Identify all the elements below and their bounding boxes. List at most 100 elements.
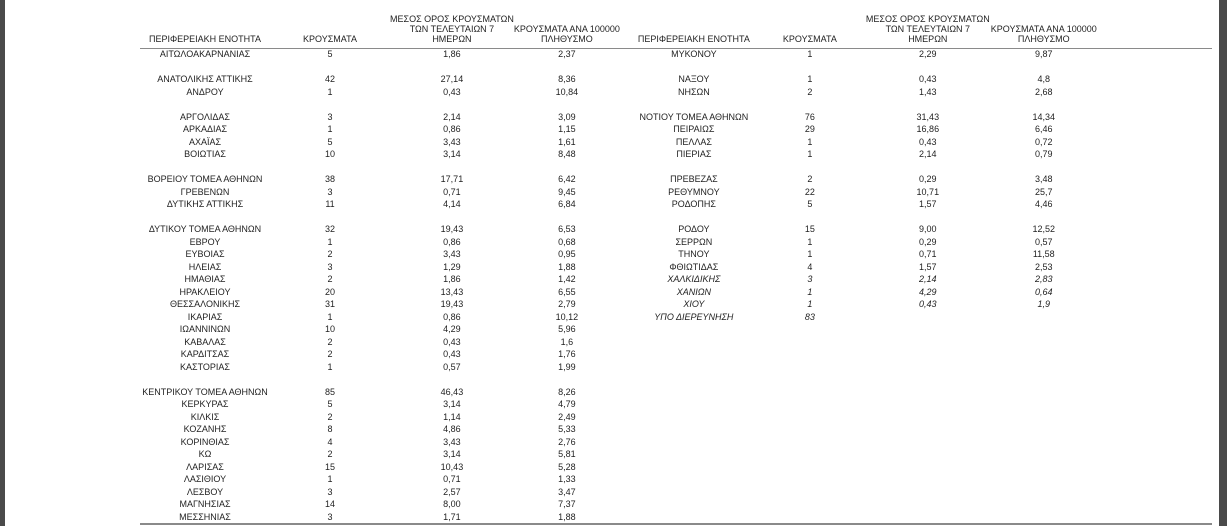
avg7-cell: 0,43	[919, 299, 937, 309]
table-row: ΚΙΛΚΙΣ 2 1,14 2,49	[140, 411, 620, 424]
cases-cell: 20	[324, 286, 335, 297]
per100k-cell	[990, 61, 1098, 74]
region-cell	[634, 161, 754, 174]
per100k-cell: 2,79	[558, 299, 576, 309]
region-cell: ΧΑΛΚΙΔΙΚΗΣ	[667, 274, 721, 284]
cases-column-label: ΚΡΟΥΣΜΑΤΑ	[782, 34, 837, 44]
region-cell	[140, 98, 270, 111]
avg7-column-header: ΜΕΣΟΣ ΟΡΟΣ ΚΡΟΥΣΜΑΤΩΝ ΤΩΝ ΤΕΛΕΥΤΑΙΩΝ 7 Η…	[390, 14, 514, 44]
table-row: ΒΟΡΕΙΟΥ ΤΟΜΕΑ ΑΘΗΝΩΝ 38 17,71 6,42	[140, 173, 620, 186]
avg7-cell	[866, 211, 990, 224]
per100k-cell: 2,76	[558, 436, 576, 447]
table-row: ΦΘΙΩΤΙΔΑΣ 4 1,57 2,53	[634, 261, 1098, 274]
region-cell: ΝΗΣΩΝ	[677, 86, 710, 97]
per100k-cell: 14,34	[1032, 111, 1056, 122]
cases-cell: 32	[324, 224, 335, 234]
region-cell: ΑΧΑΪΑΣ	[188, 136, 222, 147]
avg7-cell: 0,29	[919, 236, 937, 247]
cases-cell: 1	[807, 136, 813, 147]
table-row: ΧΙΟΥ 1 0,43 1,9	[634, 298, 1098, 311]
region-cell: ΘΕΣΣΑΛΟΝΙΚΗΣ	[169, 299, 241, 309]
avg7-cell: 17,71	[440, 174, 464, 184]
per100k-cell: 3,09	[558, 111, 576, 122]
cases-cell	[270, 161, 390, 174]
table-header: ΠΕΡΙΦΕΡΕΙΑΚΗ ΕΝΟΤΗΤΑ ΚΡΟΥΣΜΑΤΑ ΜΕΣΟΣ ΟΡΟ…	[634, 6, 1098, 48]
avg7-cell: 19,43	[440, 299, 464, 309]
per100k-cell: 0,57	[1034, 236, 1053, 247]
per100k-cell: 1,15	[558, 124, 576, 134]
avg7-cell: 3,14	[443, 399, 461, 409]
avg7-cell	[390, 98, 514, 111]
per100k-cell: 2,49	[558, 411, 576, 422]
per100k-cell: 2,37	[558, 49, 576, 59]
table-row: ΚΕΝΤΡΙΚΟΥ ΤΟΜΕΑ ΑΘΗΝΩΝ 85 46,43 8,26	[140, 386, 620, 399]
table-row: ΑΝΔΡΟΥ 1 0,43 10,84	[140, 86, 620, 99]
per100k-cell: 12,52	[1032, 224, 1056, 234]
region-cell: ΚΟΡΙΝΘΙΑΣ	[180, 436, 230, 447]
per100k-cell	[514, 211, 620, 224]
cases-cell: 2	[327, 411, 333, 422]
per100k-cell	[990, 211, 1098, 224]
avg7-cell: 3,43	[443, 136, 461, 147]
regional-cases-table-left: ΠΕΡΙΦΕΡΕΙΑΚΗ ΕΝΟΤΗΤΑ ΚΡΟΥΣΜΑΤΑ ΜΕΣΟΣ ΟΡΟ…	[140, 6, 620, 523]
per100k-cell	[514, 373, 620, 386]
region-cell: ΛΑΣΙΘΙΟΥ	[183, 474, 227, 484]
region-cell: ΜΥΚΟΝΟΥ	[671, 49, 717, 59]
table-row: ΚΑΣΤΟΡΙΑΣ 1 0,57 1,99	[140, 361, 620, 374]
per100k-cell: 1,88	[558, 511, 576, 522]
cases-cell: 38	[324, 174, 335, 184]
avg7-cell	[866, 61, 990, 74]
region-cell: ΚΑΒΑΛΑΣ	[184, 336, 226, 347]
region-cell	[140, 373, 270, 386]
table-body: ΜΥΚΟΝΟΥ 1 2,29 9,87 ΝΑΞΟΥ 1 0,43 4,8 ΝΗΣΩΝ 2 1,43 2…	[634, 48, 1098, 323]
avg7-cell: 10,71	[916, 186, 940, 197]
per100k-cell: 6,53	[558, 224, 576, 234]
region-cell	[634, 211, 754, 224]
table-row: ΙΚΑΡΙΑΣ 1 0,86 10,12	[140, 311, 620, 324]
table-row: ΠΡΕΒΕΖΑΣ 2 0,29 3,48	[634, 173, 1098, 186]
per100k-cell: 1,42	[558, 274, 576, 284]
window-edge-right	[1219, 0, 1227, 526]
avg7-cell: 31,43	[916, 111, 940, 122]
region-cell: ΥΠΟ ΔΙΕΡΕΥΝΗΣΗ	[654, 311, 734, 322]
cases-cell	[754, 61, 866, 74]
region-cell: ΦΘΙΩΤΙΔΑΣ	[669, 261, 719, 272]
per100k-cell: 1,33	[558, 474, 576, 484]
table-row: ΕΒΡΟΥ 1 0,86 0,68	[140, 236, 620, 249]
region-column-header: ΠΕΡΙΦΕΡΕΙΑΚΗ ΕΝΟΤΗΤΑ	[140, 6, 270, 48]
table-row: ΚΕΡΚΥΡΑΣ 5 3,14 4,79	[140, 398, 620, 411]
table-row: ΡΟΔΟΥ 15 9,00 12,52	[634, 223, 1098, 236]
avg7-cell: 4,29	[919, 286, 937, 297]
avg7-cell: 0,57	[443, 361, 461, 372]
per100k-cell: 10,84	[555, 86, 579, 97]
avg7-cell: 1,57	[919, 261, 937, 272]
per100k-cell: 6,46	[1034, 124, 1053, 134]
table-row: ΛΑΣΙΘΙΟΥ 1 0,71 1,33	[140, 473, 620, 486]
cases-cell	[270, 61, 390, 74]
table-row: ΘΕΣΣΑΛΟΝΙΚΗΣ 31 19,43 2,79	[140, 298, 620, 311]
region-cell: ΠΙΕΡΙΑΣ	[676, 149, 712, 159]
table-row: ΒΟΙΩΤΙΑΣ 10 3,14 8,48	[140, 148, 620, 161]
cases-cell: 76	[804, 111, 815, 122]
region-cell: ΚΩ	[198, 449, 212, 459]
table-body: ΑΙΤΩΛΟΑΚΑΡΝΑΝΙΑΣ 5 1,86 2,37 ΑΝΑΤΟΛΙΚΗΣ ΑΤΤΙ…	[140, 48, 620, 523]
per100k-cell: 1,88	[558, 261, 576, 272]
region-cell: ΛΑΡΙΣΑΣ	[186, 461, 224, 472]
per100k-cell: 1,6	[560, 336, 574, 347]
region-cell: ΚΕΡΚΥΡΑΣ	[181, 399, 229, 409]
avg7-cell: 0,86	[443, 311, 461, 322]
avg7-cell: 1,14	[443, 411, 461, 422]
table-row: ΧΑΛΚΙΔΙΚΗΣ 3 2,14 2,83	[634, 273, 1098, 286]
avg7-cell	[390, 161, 514, 174]
per100k-cell: 4,79	[558, 399, 576, 409]
per100k-cell: 7,37	[558, 499, 576, 509]
cases-column-label: ΚΡΟΥΣΜΑΤΑ	[303, 34, 357, 44]
per100k-column-header: ΚΡΟΥΣΜΑΤΑ ΑΝΑ 100000 ΠΛΗΘΥΣΜΟ	[513, 24, 620, 44]
avg7-cell: 0,71	[919, 249, 937, 259]
per100k-cell: 2,83	[1034, 274, 1053, 284]
avg7-cell: 1,43	[919, 86, 937, 97]
region-cell: ΡΟΔΟΠΗΣ	[671, 199, 716, 209]
per100k-cell: 3,47	[558, 486, 576, 497]
region-cell	[634, 61, 754, 74]
region-cell: ΚΕΝΤΡΙΚΟΥ ΤΟΜΕΑ ΑΘΗΝΩΝ	[142, 386, 268, 397]
